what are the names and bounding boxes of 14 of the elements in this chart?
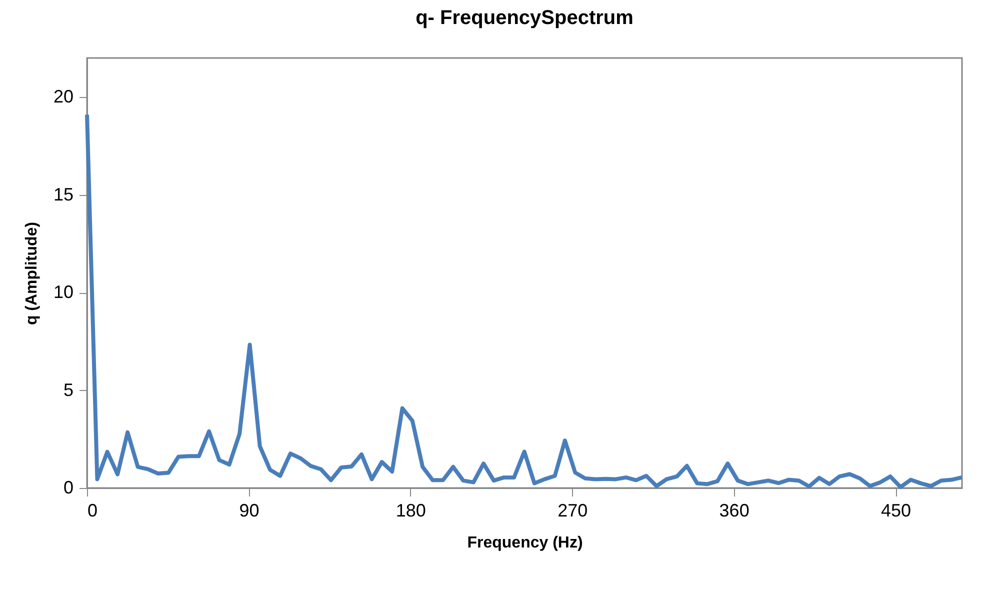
x-tick-label: 0	[88, 500, 98, 520]
y-axis-title: q (Amplitude)	[23, 222, 40, 326]
x-tick-label: 90	[239, 500, 260, 520]
x-tick-label: 180	[396, 500, 426, 520]
y-tick-label: 20	[53, 86, 74, 107]
x-tick-label: 360	[719, 500, 750, 520]
y-tick-label: 5	[63, 380, 74, 400]
y-tick-label: 15	[53, 184, 74, 204]
x-tick-label: 450	[881, 500, 912, 520]
x-axis-title: Frequency (Hz)	[467, 534, 583, 552]
x-tick-label: 270	[558, 500, 588, 520]
y-tick-label: 0	[63, 478, 74, 498]
chart-title: q- FrequencySpectrum	[416, 7, 634, 29]
y-tick-label: 10	[53, 282, 74, 302]
